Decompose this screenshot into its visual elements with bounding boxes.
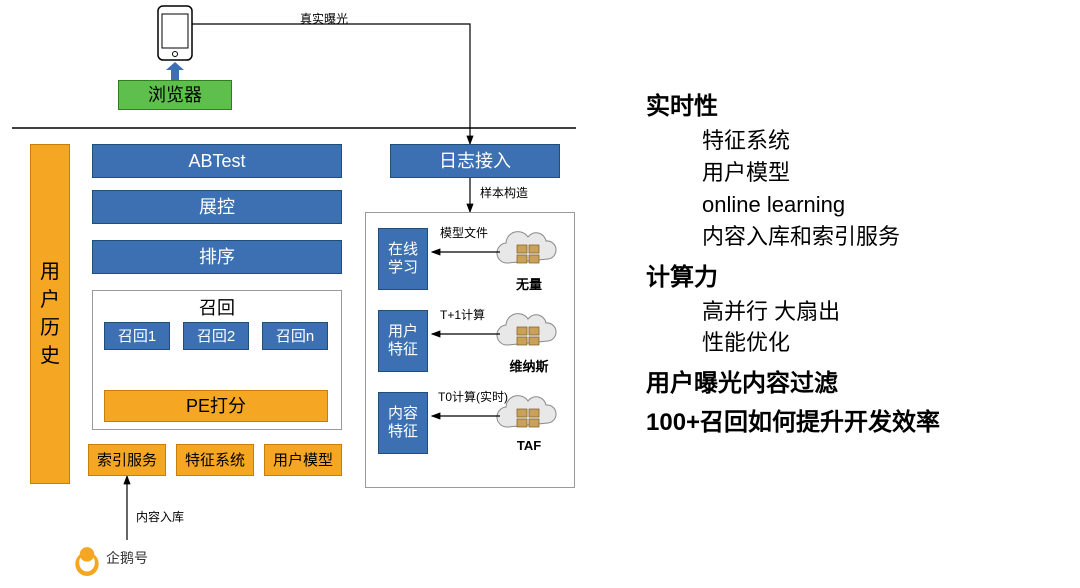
edge-label: 真实曝光 <box>300 10 348 27</box>
edge-label: 内容入库 <box>136 508 184 525</box>
node-recall2: 召回2 <box>183 322 249 350</box>
node-user_mod: 用户模型 <box>264 444 342 476</box>
bullet-heading: 计算力 <box>646 257 1066 292</box>
bullet-heading: 用户曝光内容过滤 <box>646 363 1066 398</box>
node-label: 浏览器 <box>148 86 202 104</box>
node-paixu: 排序 <box>92 240 342 274</box>
edge <box>192 24 470 144</box>
bullet-item: 内容入库和索引服务 <box>702 221 1066 253</box>
node-label: 日志接入 <box>439 152 511 170</box>
bullet-item: 特征系统 <box>702 125 1066 157</box>
node-zhankong: 展控 <box>92 190 342 224</box>
node-abtest: ABTest <box>92 144 342 178</box>
node-recalln: 召回n <box>262 322 328 350</box>
cloud-label-cloud2: 维纳斯 <box>490 356 568 375</box>
edge-label: T0计算(实时) <box>438 388 508 405</box>
bullet-panel: 实时性特征系统用户模型online learning内容入库和索引服务计算力高并… <box>646 82 1066 441</box>
bullet-item: 性能优化 <box>702 327 1066 359</box>
node-label: 特征系统 <box>185 453 245 468</box>
node-feat_sys: 特征系统 <box>176 444 254 476</box>
node-content_feat: 内容特征 <box>378 392 428 454</box>
node-idx_svc: 索引服务 <box>88 444 166 476</box>
label-recall_lbl: 召回 <box>170 296 264 318</box>
node-browser: 浏览器 <box>118 80 232 110</box>
node-label: 排序 <box>199 248 235 266</box>
edge-label: 模型文件 <box>440 224 488 241</box>
bullet-item: online learning <box>702 189 1066 221</box>
node-online_learn: 在线学习 <box>378 228 428 290</box>
node-recall1: 召回1 <box>104 322 170 350</box>
node-label: PE打分 <box>186 397 246 415</box>
bullet-heading: 100+召回如何提升开发效率 <box>646 402 1066 437</box>
node-log_in: 日志接入 <box>390 144 560 178</box>
edge-label: 样本构造 <box>480 184 528 201</box>
node-label: 展控 <box>199 198 235 216</box>
cloud-label-cloud3: TAF <box>490 438 568 453</box>
node-label: ABTest <box>188 152 245 170</box>
node-label: 召回1 <box>118 329 156 344</box>
cloud-label-cloud1: 无量 <box>490 274 568 293</box>
up-arrow-icon <box>166 62 184 80</box>
bullet-item: 用户模型 <box>702 157 1066 189</box>
node-user_feat: 用户特征 <box>378 310 428 372</box>
penguin-icon <box>75 547 98 576</box>
node-label: 召回n <box>276 329 314 344</box>
node-user_hist: 用户历史 <box>30 144 70 484</box>
phone-icon <box>158 6 192 60</box>
bullet-item: 高并行 大扇出 <box>702 296 1066 328</box>
node-label: 用户模型 <box>273 453 333 468</box>
bullet-heading: 实时性 <box>646 86 1066 121</box>
node-label: 召回2 <box>197 329 235 344</box>
node-pescore: PE打分 <box>104 390 328 422</box>
edge-label: T+1计算 <box>440 306 485 323</box>
node-label: 索引服务 <box>97 453 157 468</box>
penguin-label: 企鹅号 <box>106 548 148 568</box>
